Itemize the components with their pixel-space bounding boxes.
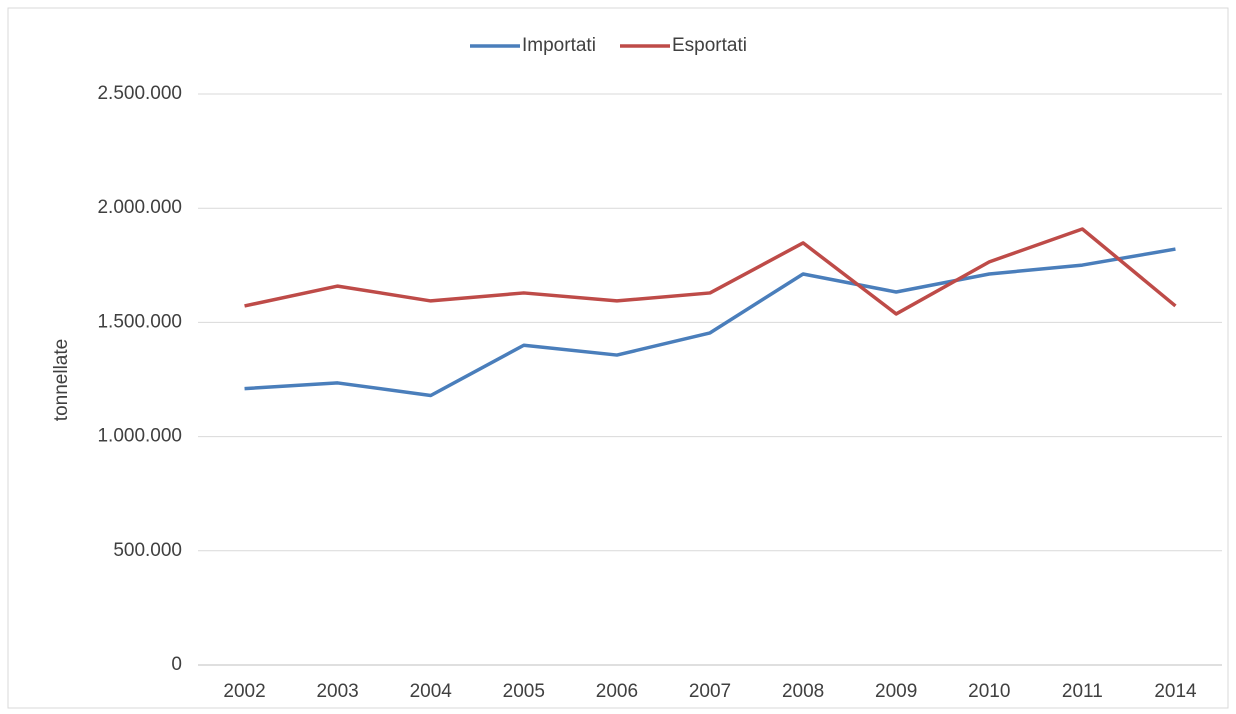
- legend-label: Esportati: [672, 35, 747, 56]
- y-tick-label: 1.500.000: [97, 311, 182, 332]
- legend-label: Importati: [522, 35, 596, 56]
- x-tick-label: 2006: [596, 681, 638, 702]
- chart-border: [7, 7, 1229, 709]
- y-tick-label: 1.000.000: [97, 426, 182, 447]
- x-tick-label: 2005: [503, 681, 545, 702]
- y-tick-label: 2.500.000: [97, 83, 182, 104]
- x-tick-label: 2003: [316, 681, 358, 702]
- x-tick-label: 2004: [410, 681, 453, 702]
- x-tick-label: 2007: [689, 681, 731, 702]
- y-tick-label: 0: [171, 654, 182, 675]
- y-axis-label: tonnellate: [51, 339, 72, 421]
- x-tick-label: 2002: [223, 681, 265, 702]
- x-tick-label: 2014: [1154, 681, 1197, 702]
- x-tick-label: 2010: [968, 681, 1010, 702]
- line-series: [244, 227, 1177, 316]
- y-tick-label: 500.000: [113, 540, 182, 561]
- y-tick-label: 2.000.000: [97, 197, 182, 218]
- line-series: [244, 247, 1176, 398]
- x-tick-label: 2009: [875, 681, 917, 702]
- x-tick-label: 2008: [782, 681, 824, 702]
- x-tick-label: 2011: [1062, 681, 1103, 702]
